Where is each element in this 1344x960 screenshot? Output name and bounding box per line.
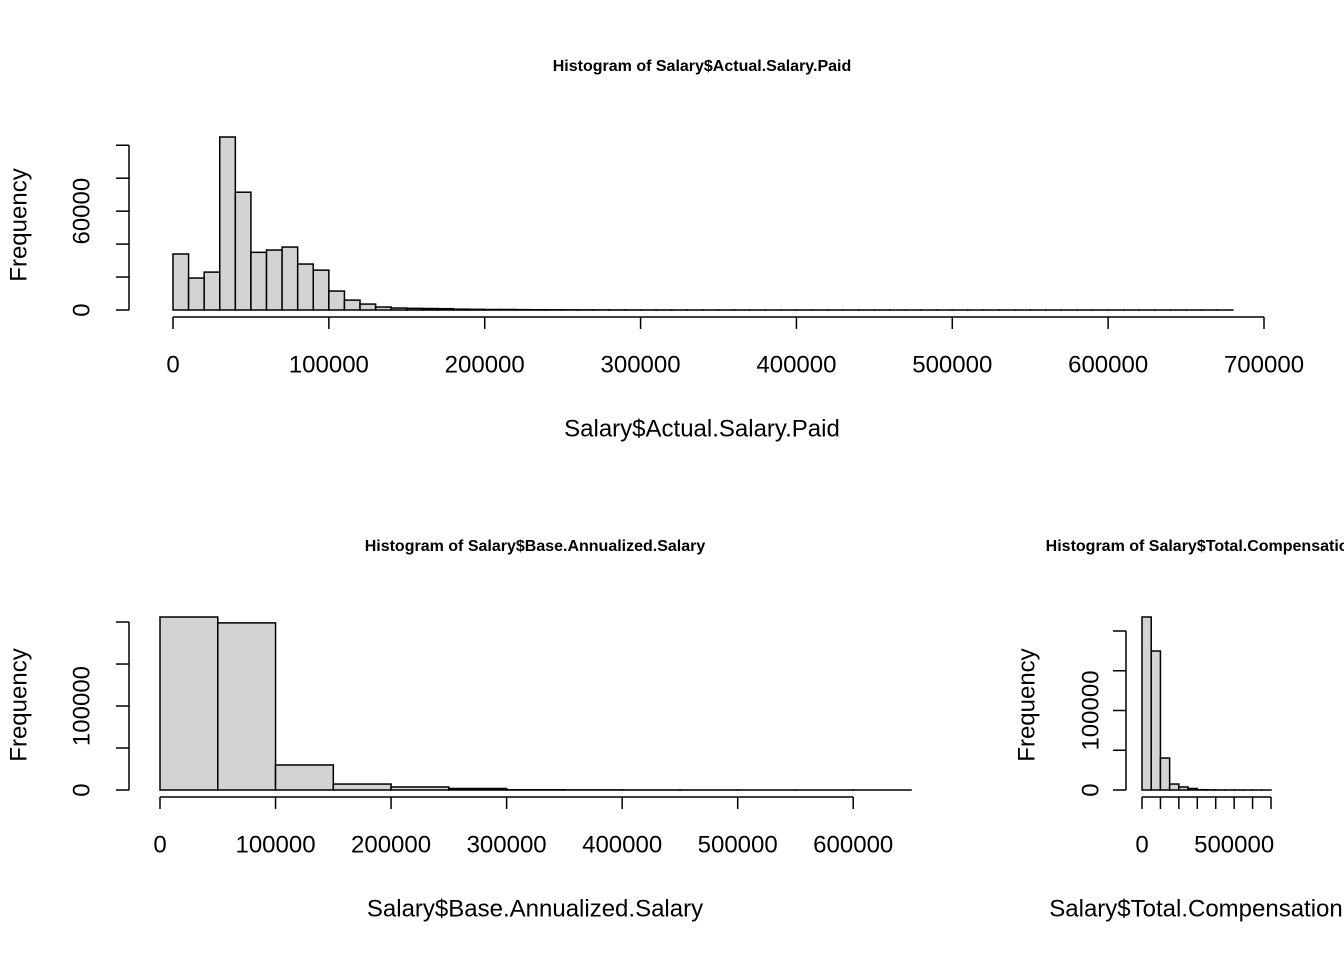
- x-tick-label: 400000: [756, 351, 836, 378]
- x-tick-label: 600000: [1068, 351, 1148, 378]
- x-tick-label: 700000: [1224, 351, 1304, 378]
- x-tick-label: 300000: [601, 351, 681, 378]
- x-tick-label: 500000: [912, 351, 992, 378]
- chart-title: Histogram of Salary$Actual.Salary.Paid: [553, 58, 851, 75]
- x-tick-label: 0: [1135, 831, 1148, 858]
- bar: [1150, 650, 1162, 791]
- bar: [452, 308, 470, 311]
- bar: [159, 616, 219, 791]
- x-tick-label: 300000: [467, 831, 547, 858]
- bar: [265, 249, 283, 311]
- y-tick-label: 0: [68, 783, 95, 796]
- bar: [312, 269, 330, 311]
- chart-title: Histogram of Salary$Total.Compensation: [1046, 538, 1344, 555]
- bar: [390, 307, 408, 311]
- x-tick-label: 500000: [698, 831, 778, 858]
- bar: [1159, 757, 1171, 791]
- bar: [281, 246, 299, 311]
- bar: [274, 764, 335, 791]
- bar: [390, 786, 450, 791]
- bar: [406, 307, 424, 311]
- bar: [1168, 783, 1180, 791]
- x-tick-label: 0: [153, 831, 166, 858]
- bar: [187, 277, 205, 311]
- y-tick-label: 0: [68, 303, 95, 316]
- bar: [421, 307, 439, 311]
- bar: [332, 783, 392, 791]
- bar: [359, 303, 377, 311]
- bar: [250, 251, 268, 311]
- y-axis-label: Frequency: [5, 168, 32, 281]
- x-tick-label: 0: [166, 351, 179, 378]
- x-tick-label: 100000: [235, 831, 315, 858]
- bar: [234, 191, 252, 311]
- bar: [448, 787, 508, 791]
- bar: [468, 308, 486, 311]
- bar: [172, 253, 190, 311]
- bar: [328, 290, 346, 311]
- y-tick-label: 60000: [68, 178, 95, 245]
- bar: [1178, 786, 1189, 791]
- y-tick-label: 100000: [1077, 670, 1104, 750]
- x-tick-label: 100000: [289, 351, 369, 378]
- bar: [374, 306, 392, 311]
- chart-title: Histogram of Salary$Base.Annualized.Sala…: [365, 538, 706, 555]
- x-tick-label: 200000: [351, 831, 431, 858]
- x-axis-label: Salary$Total.Compensation: [1049, 895, 1343, 922]
- bar: [437, 307, 455, 311]
- x-tick-label: 400000: [582, 831, 662, 858]
- y-axis-label: Frequency: [1013, 648, 1040, 761]
- y-tick-label: 100000: [68, 666, 95, 746]
- bar: [203, 271, 221, 311]
- x-axis-label: Salary$Actual.Salary.Paid: [564, 415, 840, 442]
- y-axis-label: Frequency: [5, 648, 32, 761]
- x-axis-label: Salary$Base.Annualized.Salary: [367, 895, 703, 922]
- bar: [1187, 787, 1199, 791]
- bar: [343, 299, 361, 311]
- x-tick-label: 200000: [445, 351, 525, 378]
- bar: [217, 622, 277, 791]
- x-tick-label: 600000: [813, 831, 893, 858]
- bar: [219, 136, 237, 311]
- x-tick-label: 500000: [1194, 831, 1274, 858]
- bar: [296, 263, 315, 311]
- bar: [1141, 616, 1152, 791]
- y-tick-label: 0: [1077, 783, 1104, 796]
